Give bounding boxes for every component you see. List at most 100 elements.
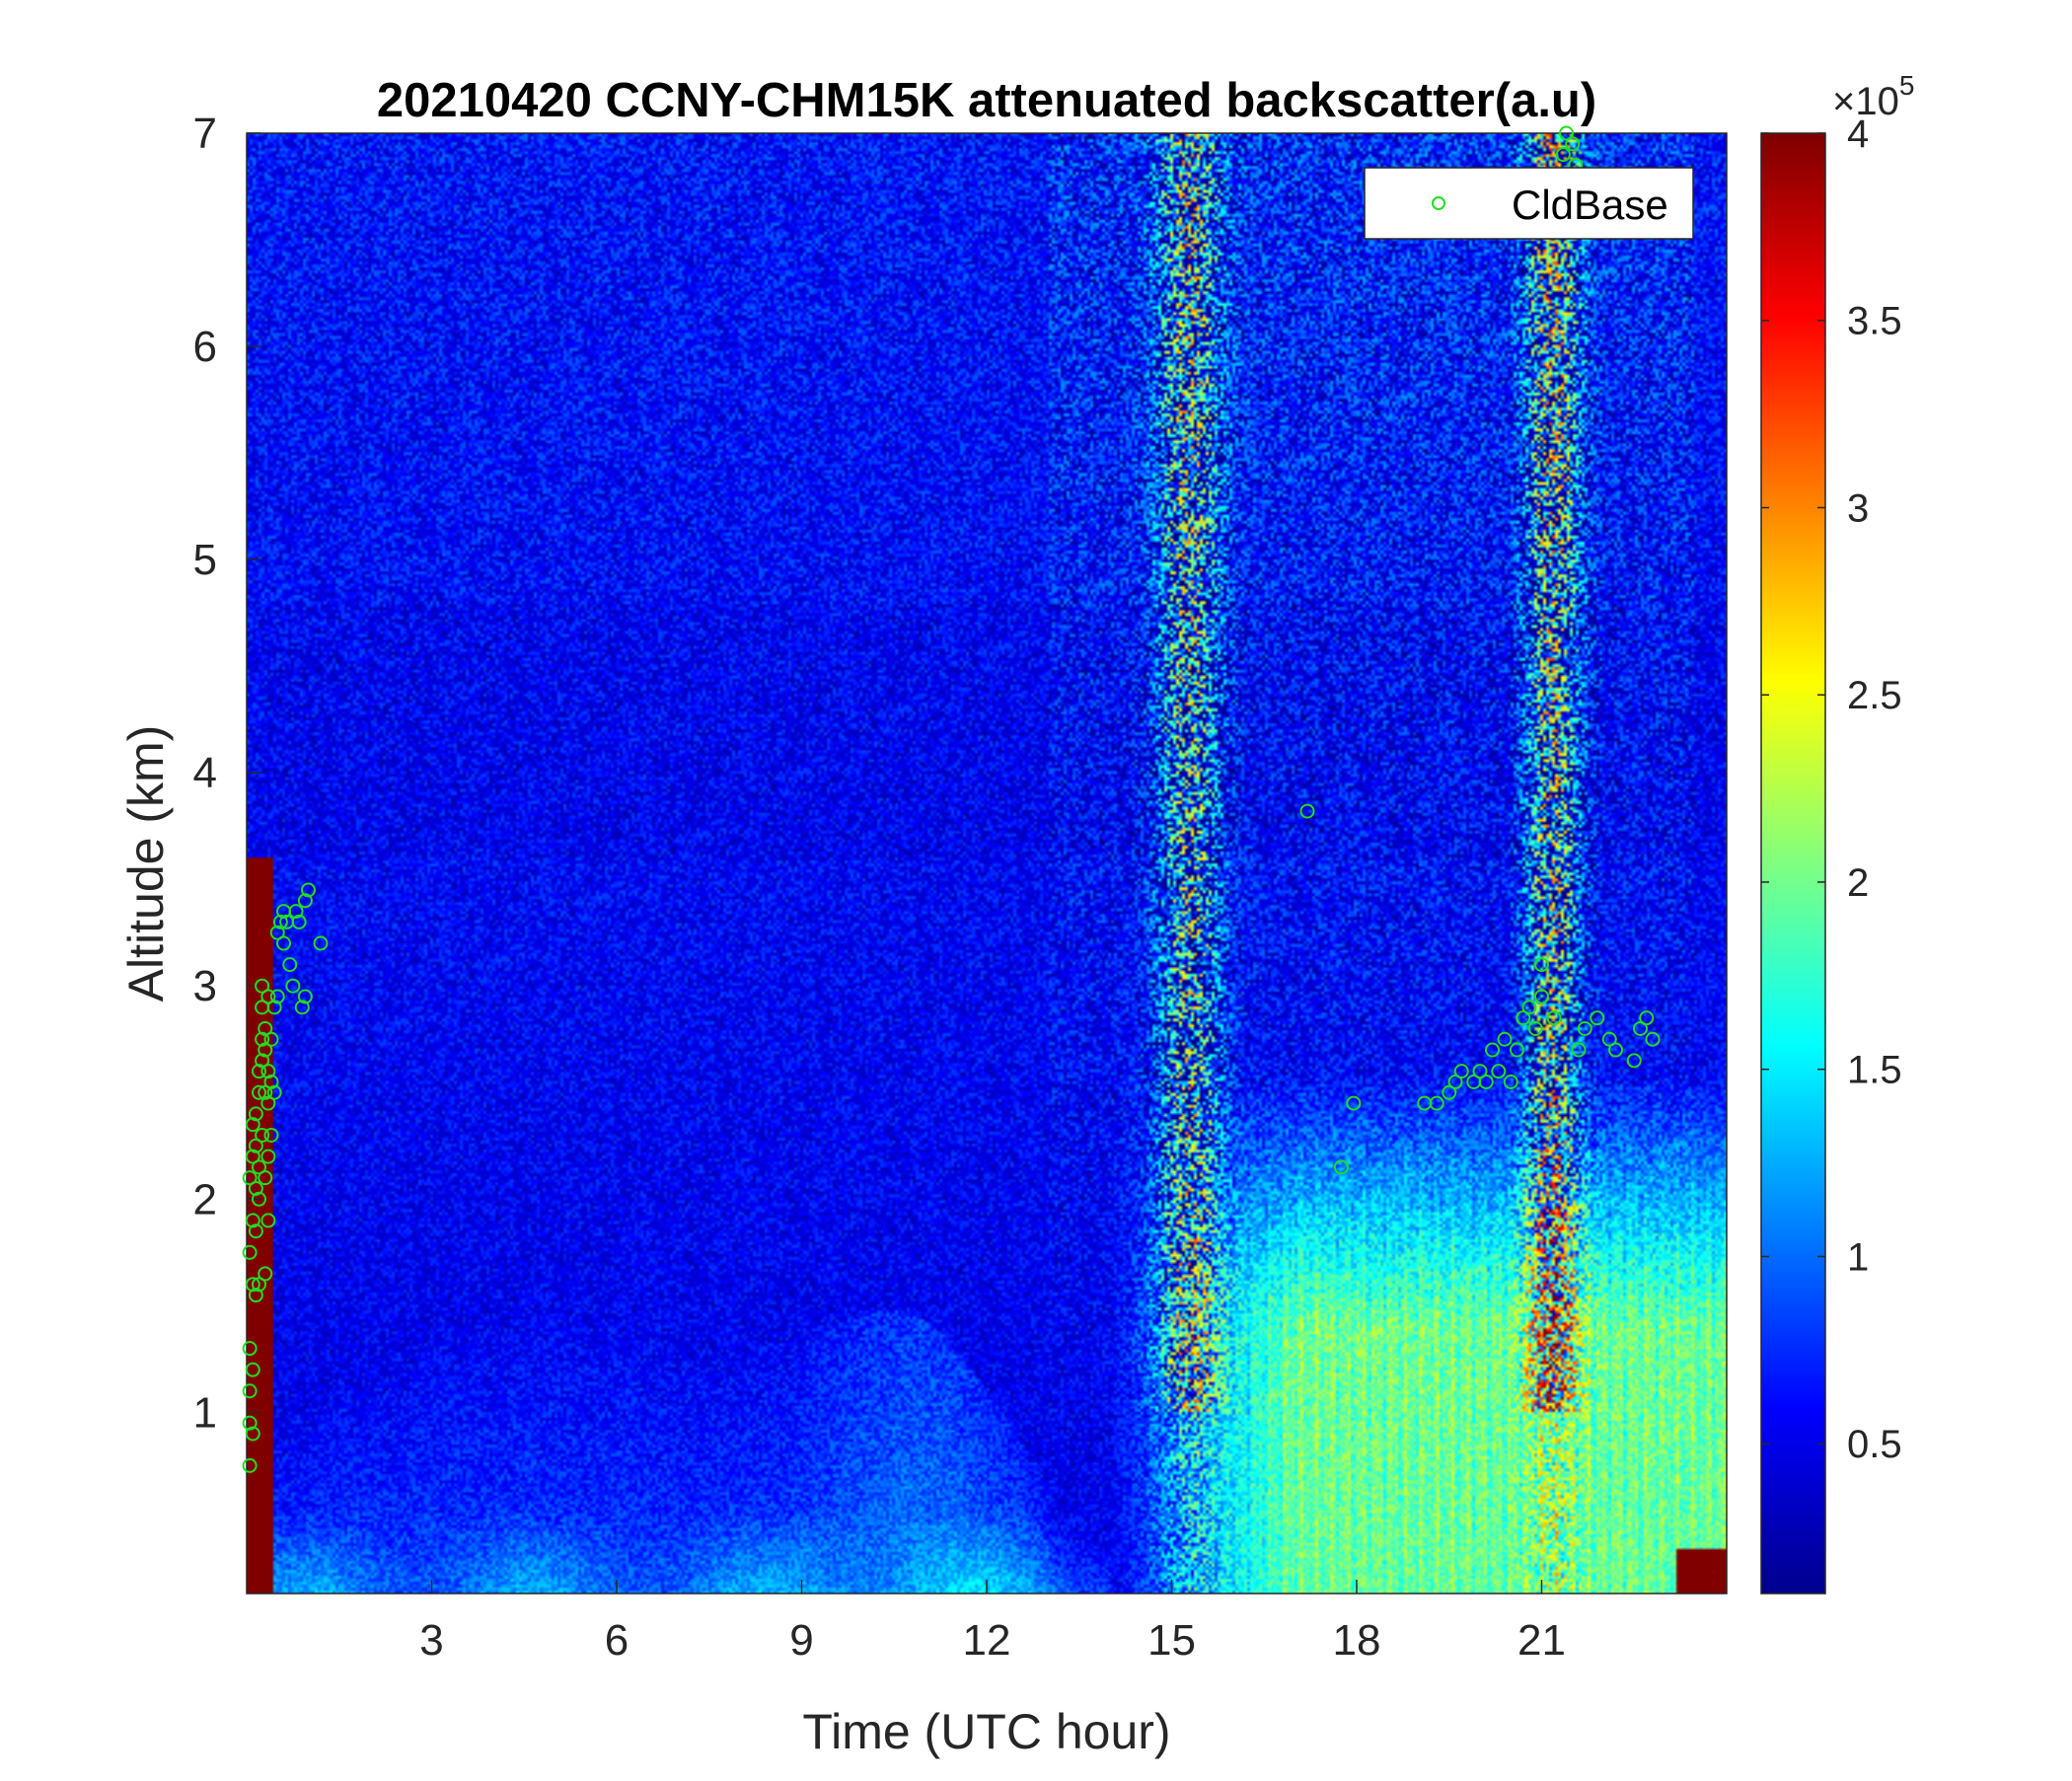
cldbase-point <box>1472 1064 1488 1079</box>
cldbase-point <box>258 1042 273 1058</box>
cldbase-point <box>263 1127 279 1143</box>
y-tick-label: 1 <box>193 1388 217 1437</box>
x-tick-label: 21 <box>1517 1616 1566 1665</box>
cldbase-point <box>288 904 304 920</box>
cldbase-point <box>282 957 298 973</box>
cldbase-point <box>1645 1031 1661 1047</box>
cldbase-point <box>252 1084 266 1100</box>
cldbase-point <box>252 1159 266 1175</box>
cldbase-point <box>1571 1042 1587 1058</box>
cldbase-point <box>245 1213 260 1228</box>
cldbase-point <box>242 1415 258 1431</box>
x-tick-label: 3 <box>419 1616 443 1665</box>
cldbase-point <box>297 893 313 909</box>
cldbase-point <box>1565 136 1581 152</box>
cldbase-point <box>255 1053 270 1069</box>
cldbase-point <box>260 1213 276 1228</box>
backscatter-heatmap <box>247 133 1727 1594</box>
cldbase-point <box>248 1106 263 1122</box>
cldbase-point <box>1299 803 1315 819</box>
cldbase-point <box>252 1277 266 1293</box>
cldbase-point <box>245 1426 260 1442</box>
cldbase-point <box>1497 1031 1513 1047</box>
cldbase-point <box>291 914 307 929</box>
cldbase-point <box>272 914 288 929</box>
y-tick-label: 2 <box>193 1175 217 1224</box>
cldbase-point <box>1626 1053 1642 1069</box>
cldbase-point <box>1527 1020 1543 1036</box>
cldbase-point <box>297 989 313 1004</box>
legend-marker-icon <box>1432 196 1445 210</box>
cldbase-point <box>258 1020 273 1036</box>
colorbar: 0.5 1 1.5 2 2.5 3 3.5 4 ×105 <box>1760 70 1914 1595</box>
legend: CldBase <box>1364 167 1694 240</box>
cldbase-point <box>258 1266 273 1282</box>
x-axis: 3 6 9 12 15 18 21 <box>419 1580 1566 1665</box>
cldbase-point <box>245 1277 260 1293</box>
cldbase-point <box>242 1244 258 1260</box>
x-tick-label: 12 <box>963 1616 1011 1665</box>
cldbase-point <box>1442 1084 1457 1100</box>
cldbase-point <box>260 1064 276 1079</box>
cldbase-point <box>242 1457 258 1473</box>
cldbase-point <box>285 978 301 994</box>
cldbase-point <box>248 1224 263 1239</box>
cldbase-point <box>301 882 316 898</box>
x-tick-label: 18 <box>1333 1616 1381 1665</box>
cldbase-point <box>1516 1010 1531 1026</box>
cldbase-point <box>1346 1095 1362 1111</box>
cldbase-point <box>1601 1031 1617 1047</box>
colorbar-frame <box>1760 132 1826 1595</box>
cldbase-point <box>1608 1042 1623 1058</box>
cldbase-point <box>248 1180 263 1196</box>
y-tick-label: 7 <box>193 110 217 158</box>
x-tick-label: 6 <box>605 1616 629 1665</box>
cldbase-point <box>242 1341 258 1357</box>
colorbar-tick-label: 2 <box>1847 861 1869 905</box>
cldbase-point <box>1639 1010 1655 1026</box>
cldbase-point <box>1577 1020 1592 1036</box>
x-axis-label: Time (UTC hour) <box>802 1704 1170 1759</box>
cldbase-point <box>1503 1074 1518 1089</box>
cldbase-point <box>1521 1000 1537 1015</box>
cldbase-point <box>245 1117 260 1133</box>
cldbase-point <box>258 1170 273 1186</box>
y-axis-label: Altitude (km) <box>118 725 174 1002</box>
cldbase-point <box>245 1149 260 1164</box>
colorbar-tick-label: 0.5 <box>1847 1423 1902 1466</box>
colorbar-tick-label: 1.5 <box>1847 1049 1902 1092</box>
x-tick-label: 9 <box>789 1616 813 1665</box>
legend-box <box>1364 167 1694 240</box>
cldbase-point <box>1555 147 1571 163</box>
cldbase-point <box>276 935 291 951</box>
y-tick-label: 3 <box>193 962 217 1010</box>
cldbase-point <box>1333 1159 1349 1175</box>
cldbase-point <box>266 1084 282 1100</box>
cldbase-point <box>294 1000 310 1015</box>
y-tick-label: 5 <box>193 536 217 584</box>
cldbase-point <box>1546 1010 1562 1026</box>
cldbase-point <box>245 1362 260 1377</box>
x-tick-label: 15 <box>1147 1616 1196 1665</box>
plot-area <box>246 132 1728 1595</box>
cldbase-point <box>260 1095 276 1111</box>
cldbase-point <box>255 1031 270 1047</box>
y-tick-label: 4 <box>193 749 217 797</box>
cldbase-point <box>266 1000 282 1015</box>
colorbar-tick-label: 3.5 <box>1847 300 1902 343</box>
colorbar-tick-label: 3 <box>1847 486 1869 530</box>
cldbase-point <box>263 1031 279 1047</box>
legend-label-cldbase: CldBase <box>1512 182 1668 228</box>
cldbase-point <box>1510 1042 1524 1058</box>
cldbase-point <box>1485 1042 1500 1058</box>
cldbase-point <box>258 1084 273 1100</box>
cldbase-point <box>263 1074 279 1089</box>
cldbase-point <box>1453 1064 1469 1079</box>
colorbar-tick-label: 1 <box>1847 1235 1869 1279</box>
cldbase-point <box>255 978 270 994</box>
cldbase-point <box>1478 1074 1494 1089</box>
cldbase-point <box>313 935 329 951</box>
cldbase-point <box>1429 1095 1444 1111</box>
cldbase-point <box>1559 125 1574 141</box>
